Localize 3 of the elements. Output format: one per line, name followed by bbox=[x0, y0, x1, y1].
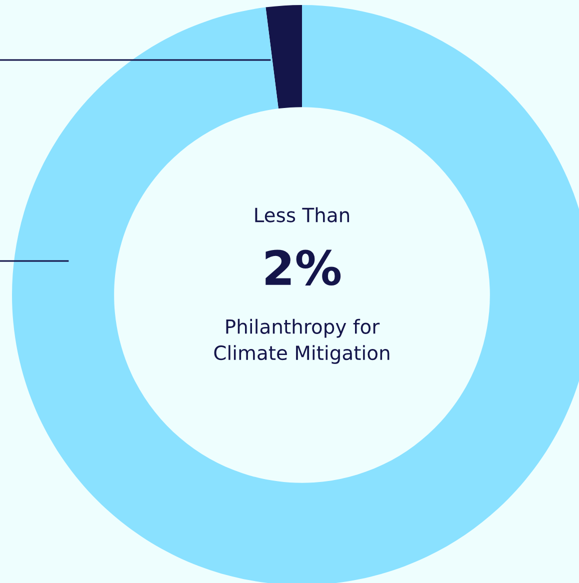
data-label: 2% bbox=[266, 250, 341, 286]
text: Less Than bbox=[255, 207, 350, 222]
text: Philanthropy for Climate Mitigation bbox=[214, 318, 390, 364]
